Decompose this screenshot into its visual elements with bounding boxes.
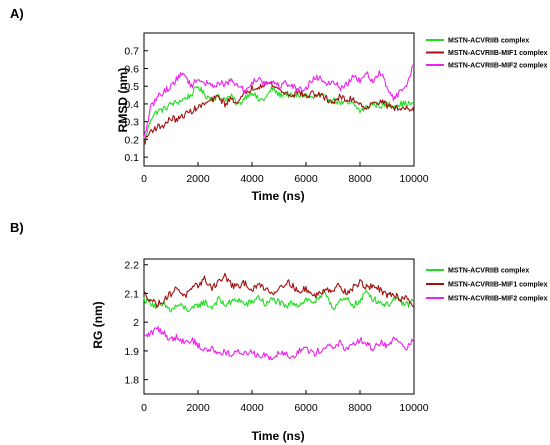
- y-tick-label: 0.5: [124, 81, 139, 93]
- panel-b-plot-frame: [143, 258, 415, 395]
- panel-b-x-ticks: 0 2000 4000 6000 8000 10000: [141, 390, 429, 414]
- y-tick-label: 0.1: [124, 152, 139, 164]
- x-tick-label: 10000: [399, 402, 428, 414]
- x-tick-label: 6000: [294, 173, 318, 185]
- series-line-mstn-acvriib-mif1-complex: [143, 80, 415, 145]
- x-tick-label: 2000: [186, 173, 210, 185]
- y-tick-label: 0.3: [124, 117, 139, 129]
- x-tick-label: 4000: [240, 173, 264, 185]
- series-line-mstn-acvriib-mif2-complex: [143, 64, 415, 139]
- series-line-mstn-acvriib-mif2-complex: [143, 326, 415, 361]
- legend-entry-label: MSTN-ACVRIIB-MIF1 complex: [448, 50, 548, 57]
- y-tick-label: 0.7: [124, 46, 139, 58]
- y-tick-label: 2.2: [124, 260, 139, 272]
- panel-a-x-axis-title: Time (ns): [251, 189, 304, 203]
- y-tick-label: 0.4: [124, 99, 139, 111]
- y-tick-label: 1.8: [124, 375, 139, 387]
- y-tick-label: 0.6: [124, 63, 139, 75]
- panel-b-x-axis-title: Time (ns): [251, 429, 304, 443]
- panel-b-rg-chart: B) 1.81.922.12.2 0 2000 4000 6000 8000 10000 …: [10, 220, 548, 443]
- series-line-mstn-acvriib-complex: [143, 290, 415, 313]
- y-tick-label: 2: [133, 317, 139, 329]
- panel-b-series-lines: [143, 272, 415, 361]
- x-tick-label: 10000: [399, 173, 428, 185]
- y-tick-label: 1.9: [124, 346, 139, 358]
- x-tick-label: 4000: [240, 402, 264, 414]
- panel-b-y-axis-title: RG (nm): [91, 301, 105, 348]
- panel-a-rmsd-chart: A) 0.1 0.2 0.3 0.4 0.5 0.6 0.7 0 2000 4000 6000 80…: [10, 6, 548, 203]
- legend-entry-label: MSTN-ACVRIIB-MIF1 complex: [448, 282, 548, 289]
- panel-b-y-ticks: 1.8 1.9 2 2.1 2.2: [124, 260, 148, 387]
- panel-a-label: A): [10, 6, 24, 21]
- panel-a-x-ticks: 0 2000 4000 6000 8000 10000: [141, 162, 429, 185]
- panel-b-legend: MSTN-ACVRIIB complex MSTN-ACVRIIB-MIF1 co…: [426, 268, 548, 303]
- legend-entry-label: MSTN-ACVRIIB complex: [448, 268, 529, 275]
- x-tick-label: 8000: [348, 173, 372, 185]
- panel-a-y-ticks: 0.1 0.2 0.3 0.4 0.5 0.6 0.7: [124, 46, 148, 164]
- panel-a-series-lines: [143, 64, 415, 145]
- legend-entry-label: MSTN-ACVRIIB-MIF2 complex: [448, 63, 548, 70]
- x-tick-label: 2000: [186, 402, 210, 414]
- y-tick-label: 0.2: [124, 134, 139, 146]
- legend-entry-label: MSTN-ACVRIIB-MIF2 complex: [448, 296, 548, 303]
- panel-a-plot-frame: [143, 32, 415, 167]
- panel-a-y-axis-title: RMSD (nm): [116, 68, 130, 133]
- panel-a-legend: MSTN-ACVRIIB complex MSTN-ACVRIIB-MIF1 co…: [426, 38, 548, 70]
- y-tick-label: 2.1: [124, 288, 139, 300]
- x-tick-label: 8000: [348, 402, 372, 414]
- panel-b-label: B): [10, 220, 24, 235]
- legend-entry-label: MSTN-ACVRIIB complex: [448, 38, 529, 45]
- x-tick-label: 6000: [294, 402, 318, 414]
- x-tick-label: 0: [141, 173, 147, 185]
- x-tick-label: 0: [141, 402, 147, 414]
- series-line-mstn-acvriib-mif1-complex: [143, 272, 415, 308]
